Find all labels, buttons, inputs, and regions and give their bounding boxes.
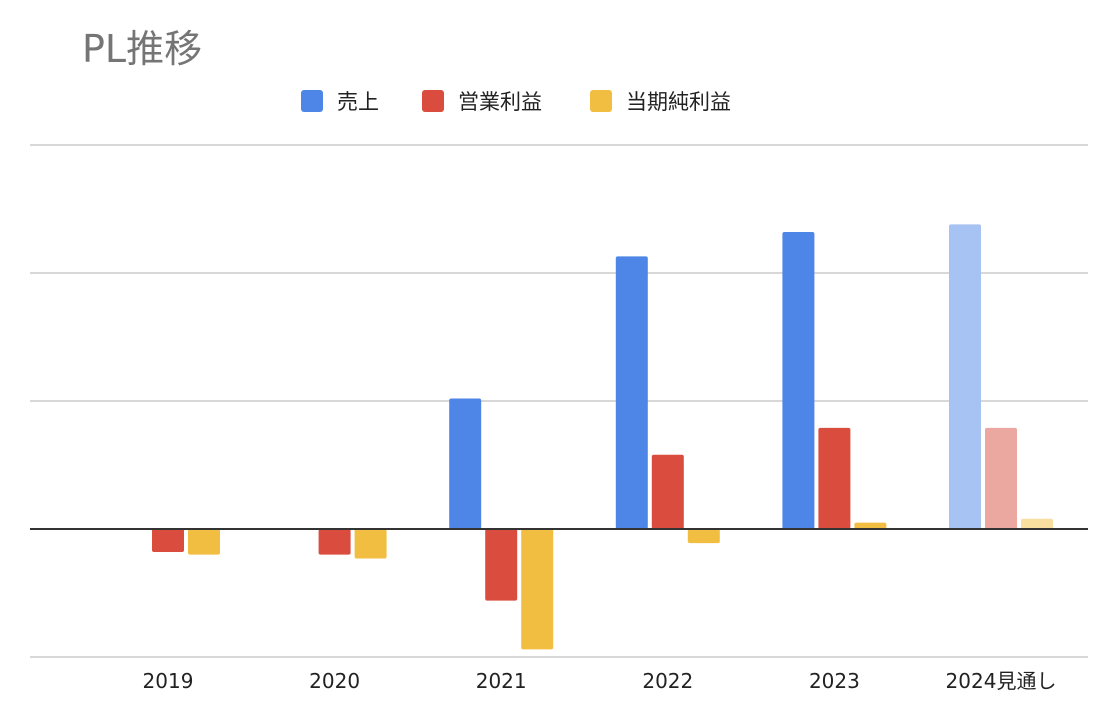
legend-label-sales: 売上 (337, 90, 379, 114)
x-tick-label: 2021 (476, 669, 527, 693)
bar-net-profit-1[interactable] (354, 529, 387, 559)
bar-net-profit-3[interactable] (687, 529, 720, 544)
bar-operating-profit-2[interactable] (485, 529, 518, 601)
legend-label-operating-profit: 営業利益 (458, 90, 542, 114)
bar-operating-profit-1[interactable] (318, 529, 351, 555)
bar-net-profit-4[interactable] (854, 522, 887, 529)
bar-operating-profit-4[interactable] (818, 427, 851, 529)
gridlines (30, 144, 1088, 658)
x-tick-label: 2019 (143, 669, 194, 693)
bar-net-profit-2[interactable] (521, 529, 554, 650)
legend-swatch-sales (301, 90, 323, 112)
bars (152, 224, 1053, 650)
bar-sales-3[interactable] (615, 256, 648, 529)
x-tick-label: 2022 (642, 669, 693, 693)
x-tick-label: 2023 (809, 669, 860, 693)
x-tick-labels: 2019 2020 2021 2022 2023 2024見通し (143, 669, 1057, 693)
legend: 売上 営業利益 当期純利益 (0, 86, 1110, 116)
bar-net-profit-5[interactable] (1021, 518, 1053, 529)
bar-operating-profit-3[interactable] (651, 454, 684, 529)
legend-item-net-profit[interactable]: 当期純利益 (590, 86, 731, 116)
bar-net-profit-0[interactable] (188, 529, 220, 555)
bar-sales-4[interactable] (782, 232, 815, 530)
legend-swatch-net-profit (590, 90, 612, 112)
chart-title: PL推移 (82, 27, 203, 71)
legend-label-net-profit: 当期純利益 (626, 90, 731, 114)
bar-sales-2[interactable] (449, 398, 482, 529)
bar-sales-5[interactable] (949, 224, 981, 530)
x-tick-label: 2020 (309, 669, 360, 693)
bar-operating-profit-5[interactable] (985, 427, 1017, 529)
x-tick-label: 2024見通し (946, 669, 1057, 693)
legend-item-operating-profit[interactable]: 営業利益 (422, 86, 542, 116)
bar-operating-profit-0[interactable] (152, 529, 184, 553)
legend-item-sales[interactable]: 売上 (301, 86, 379, 116)
legend-swatch-operating-profit (422, 90, 444, 112)
